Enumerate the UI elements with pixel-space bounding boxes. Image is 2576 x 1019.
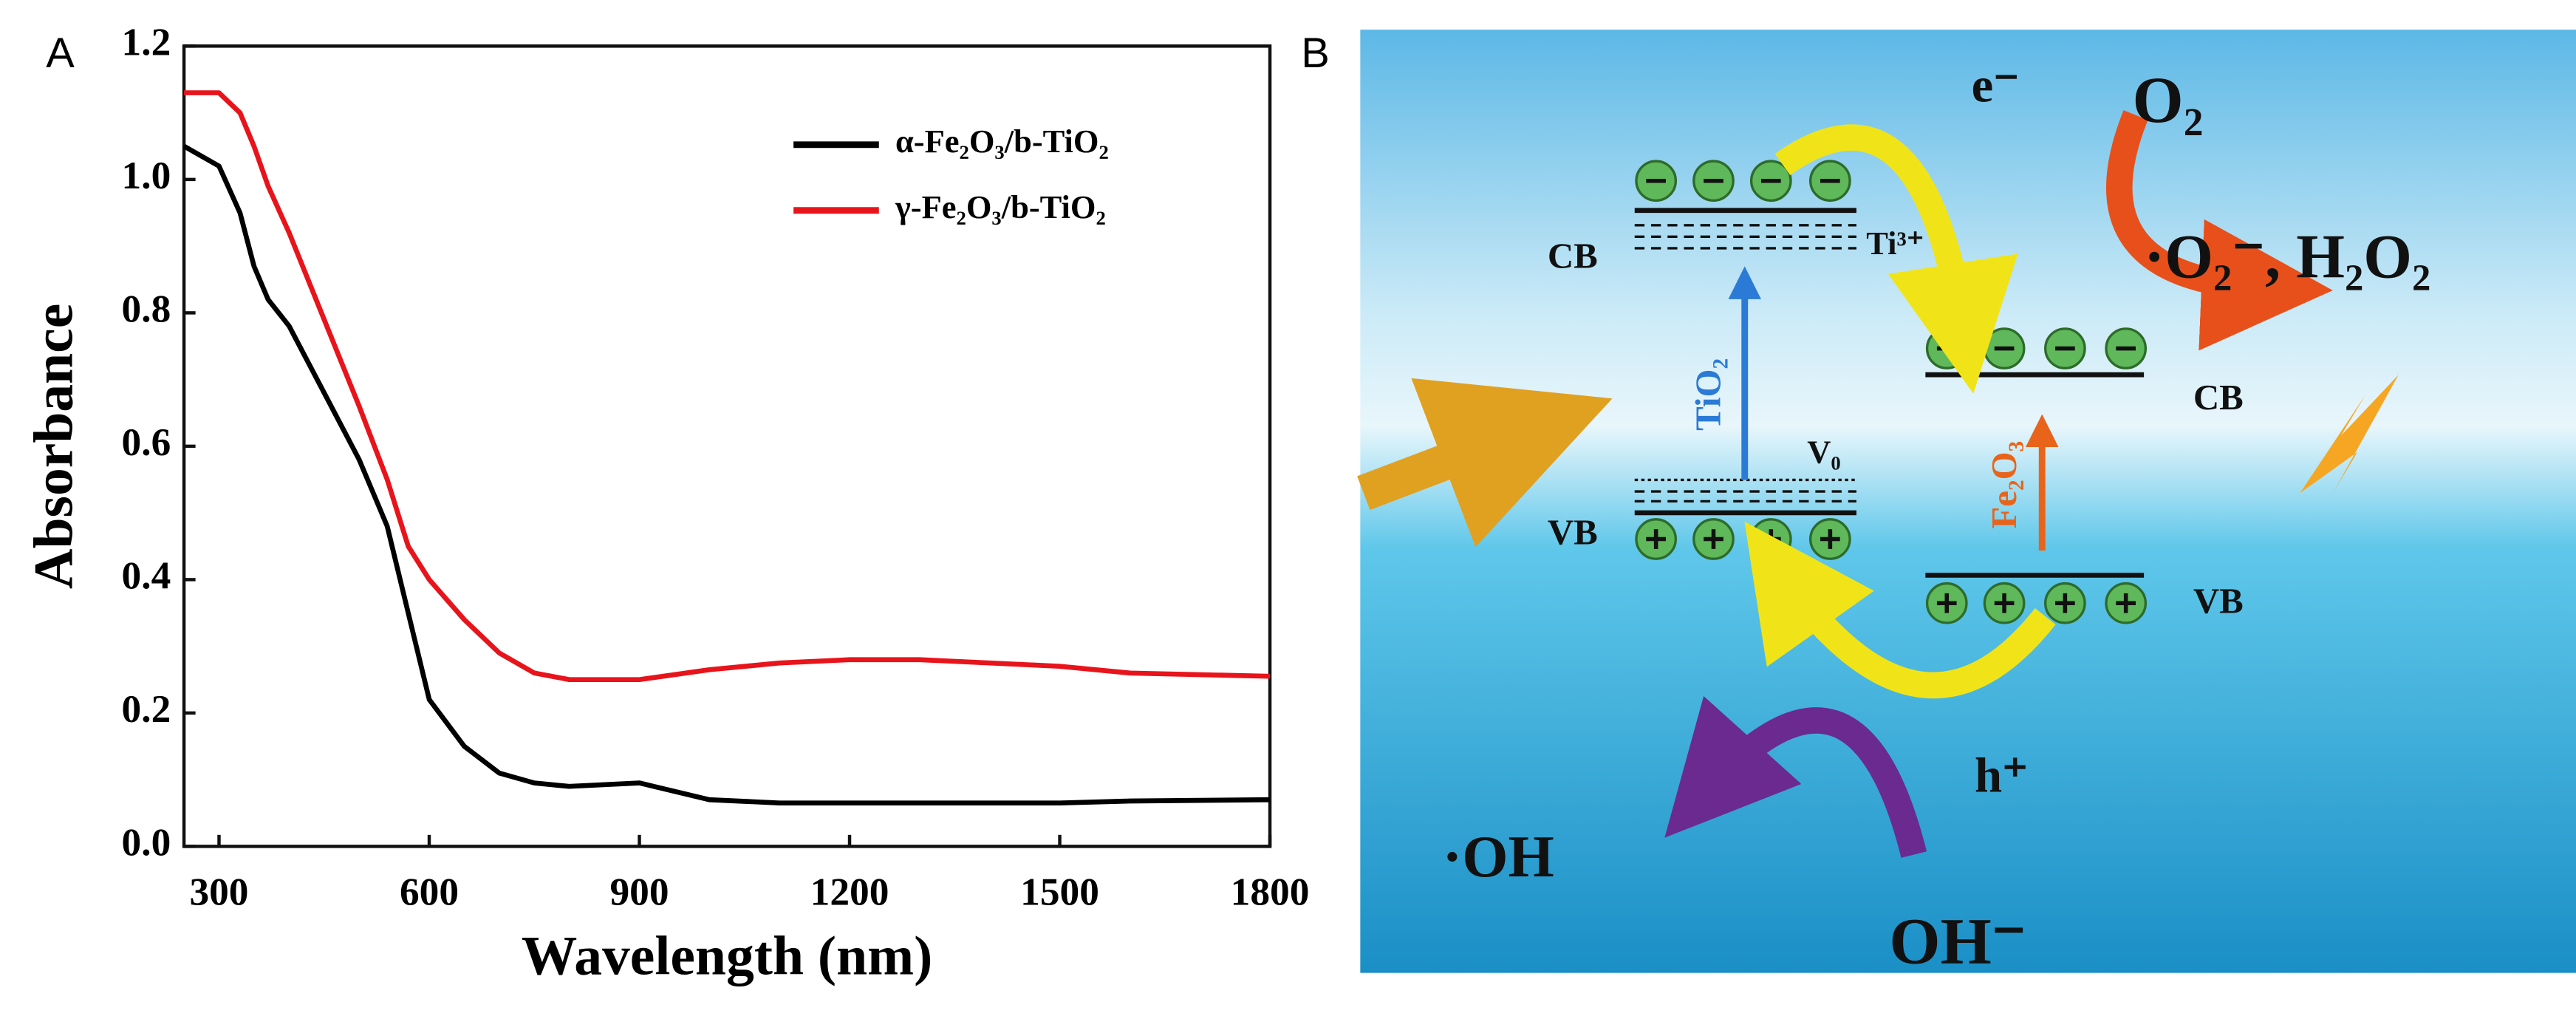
reduction-arrow [2106, 110, 2333, 351]
x-tick-label: 1800 [1231, 869, 1310, 913]
label: V₀ [1807, 433, 1840, 470]
y-tick-label: 1.2 [122, 20, 171, 64]
y-tick-label: 0.0 [122, 820, 171, 865]
y-tick-label: 0.6 [122, 420, 171, 464]
y-tick-label: 0.2 [122, 686, 171, 731]
legend-label: α-Fe₂O₃/b-TiO₂ [895, 123, 1109, 160]
label: O₂ [2133, 64, 2204, 137]
panel-label: B [1301, 30, 1330, 77]
label: CB [1548, 236, 1598, 276]
chart: 300 600 900 1200 1500 1800 0.0 0.2 0.4 0.6 0.8 1.0 1… [23, 20, 1309, 987]
defect-levels [1634, 224, 1856, 503]
y-tick-label: 0.4 [122, 553, 171, 598]
x-tick-label: 900 [609, 869, 669, 913]
y-tick-label: 1.0 [122, 153, 171, 197]
x-tick-label: 1200 [810, 869, 889, 913]
x-tick-label: 600 [400, 869, 459, 913]
x-axis-title: Wavelength (nm) [522, 925, 933, 986]
label: h⁺ [1975, 749, 2028, 803]
series-line [184, 90, 1271, 683]
x-tick-label: 300 [189, 869, 248, 913]
bands [1634, 208, 2145, 578]
hole-transfer-arrow [1744, 521, 2056, 699]
label: e⁻ [1972, 59, 2020, 113]
panel-label: A [46, 30, 75, 77]
y-tick-label: 0.8 [122, 287, 171, 331]
y-axis-title: Absorbance [23, 304, 84, 589]
light-arrow [1357, 378, 1613, 548]
diagram: e⁻ O₂ ·O₂⁻, H₂O₂ CB Ti³⁺ TiO₂ V₀ VB CB F… [1357, 30, 2576, 978]
label: VB [1548, 511, 1598, 552]
label: VB [2193, 581, 2244, 621]
diagram-labels: e⁻ O₂ ·O₂⁻, H₂O₂ CB Ti³⁺ TiO₂ V₀ VB CB F… [1443, 59, 2431, 978]
legend-label: γ-Fe₂O₃/b-TiO₂ [895, 188, 1106, 225]
label: OH⁻ [1889, 906, 2026, 978]
x-tick-label: 1500 [1020, 869, 1099, 913]
plot-frame [182, 44, 1272, 848]
series-line [182, 143, 1271, 806]
electron-transfer-arrow [1774, 124, 2018, 394]
label: CB [2193, 377, 2244, 418]
lightning [2300, 375, 2399, 494]
label: ·O₂⁻, H₂O₂ [2144, 222, 2430, 291]
label: Ti³⁺ [1866, 225, 1924, 262]
label: TiO₂ [1687, 358, 1728, 431]
label: Fe₂O₃ [1984, 441, 2024, 529]
oxidation-arrow [1664, 695, 1927, 858]
label: ·OH [1443, 825, 1554, 890]
